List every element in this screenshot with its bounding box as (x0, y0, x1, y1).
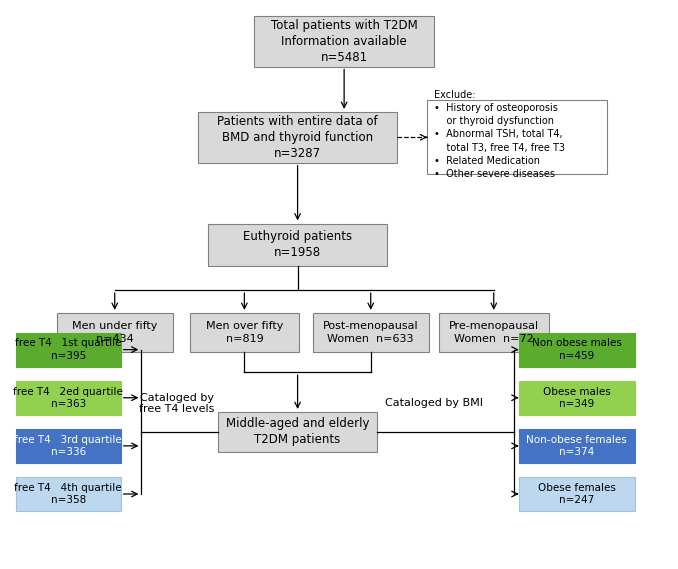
FancyBboxPatch shape (16, 477, 121, 511)
FancyBboxPatch shape (208, 224, 387, 266)
Text: free T4   3rd quartile
n=336: free T4 3rd quartile n=336 (14, 435, 122, 457)
FancyBboxPatch shape (519, 477, 635, 511)
Text: Obese females
n=247: Obese females n=247 (538, 483, 616, 505)
Text: Obese males
n=349: Obese males n=349 (543, 386, 611, 409)
Text: Post-menopausal
Women  n=633: Post-menopausal Women n=633 (323, 321, 418, 344)
Text: free T4   1st quartile
n=395: free T4 1st quartile n=395 (15, 339, 121, 361)
Text: Euthyroid patients
n=1958: Euthyroid patients n=1958 (243, 230, 352, 259)
FancyBboxPatch shape (427, 101, 607, 174)
FancyBboxPatch shape (16, 381, 121, 415)
FancyBboxPatch shape (16, 429, 121, 463)
FancyBboxPatch shape (519, 333, 635, 366)
Text: Pre-menopausal
Women  n=72: Pre-menopausal Women n=72 (449, 321, 539, 344)
Text: Non-obese females
n=374: Non-obese females n=374 (527, 435, 627, 457)
FancyBboxPatch shape (190, 313, 299, 352)
FancyBboxPatch shape (313, 313, 429, 352)
Text: free T4   4th quartile
n=358: free T4 4th quartile n=358 (14, 483, 122, 505)
FancyBboxPatch shape (16, 333, 121, 366)
Text: Cataloged by
free T4 levels: Cataloged by free T4 levels (139, 393, 214, 414)
Text: Middle-aged and elderly
T2DM patients: Middle-aged and elderly T2DM patients (226, 417, 370, 446)
FancyBboxPatch shape (56, 313, 173, 352)
Text: Non obese males
n=459: Non obese males n=459 (532, 339, 622, 361)
FancyBboxPatch shape (439, 313, 549, 352)
FancyBboxPatch shape (218, 412, 378, 452)
Text: free T4   2ed quartile
n=363: free T4 2ed quartile n=363 (14, 386, 123, 409)
FancyBboxPatch shape (198, 112, 397, 163)
Text: Men over fifty
n=819: Men over fifty n=819 (205, 321, 283, 344)
Text: Patients with entire data of
BMD and thyroid function
n=3287: Patients with entire data of BMD and thy… (217, 115, 378, 160)
Text: Exclude:
•  History of osteoporosis
    or thyroid dysfunction
•  Abnormal TSH, : Exclude: • History of osteoporosis or th… (434, 90, 565, 179)
Text: Total patients with T2DM
Information available
n=5481: Total patients with T2DM Information ava… (271, 19, 418, 64)
FancyBboxPatch shape (519, 429, 635, 463)
FancyBboxPatch shape (519, 381, 635, 415)
Text: Cataloged by BMI: Cataloged by BMI (385, 398, 483, 409)
Text: Men under fifty
n=434: Men under fifty n=434 (72, 321, 157, 344)
FancyBboxPatch shape (254, 15, 434, 67)
